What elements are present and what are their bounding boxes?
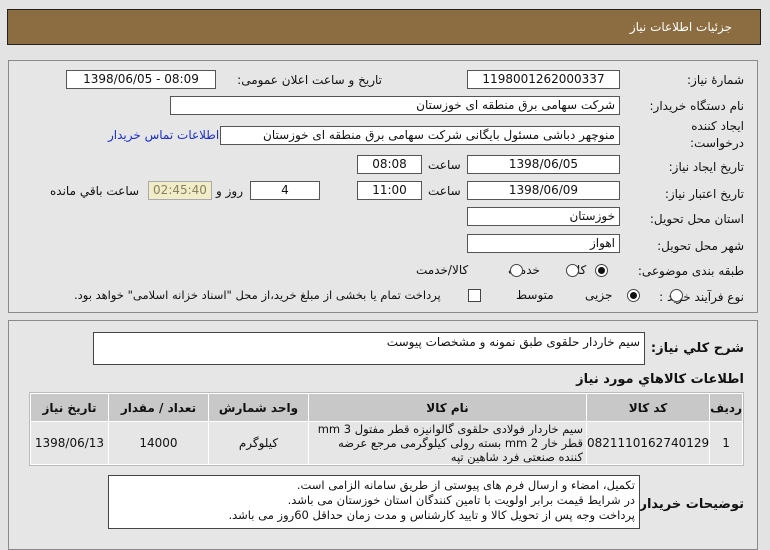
- cell-name: سیم خاردار فولادی حلقوی گالوانیزه قطر مف…: [307, 421, 587, 465]
- need-number-label: شمارهٔ نیاز:: [687, 73, 744, 87]
- days-label: روز و: [216, 184, 243, 198]
- remaining-time-field: 02:45:40: [148, 181, 212, 200]
- province-label: استان محل تحویل:: [649, 212, 744, 226]
- city-field: اهواز: [467, 234, 620, 253]
- created-date-field: 1398/06/05: [467, 155, 620, 174]
- valid-time-field: 11:00: [357, 181, 422, 200]
- valid-time-label: ساعت: [428, 184, 461, 198]
- col-unit: واحد شمارش: [207, 393, 309, 422]
- col-code: کد کالا: [585, 393, 711, 422]
- table-header-row: ردیف کد کالا نام کالا واحد شمارش تعداد /…: [30, 393, 743, 422]
- col-date: تاریخ نیاز: [30, 393, 109, 422]
- col-index: ردیف: [709, 393, 743, 422]
- cell-date: 1398/06/13: [30, 421, 109, 465]
- notes-label: توضیحات خریدار:: [634, 497, 744, 512]
- buyer-label: نام دستگاه خریدار:: [649, 99, 745, 113]
- notes-line: پرداخت وجه پس از تحویل کالا و تایید کارش…: [228, 508, 635, 522]
- created-time-label: ساعت: [428, 158, 461, 172]
- summary-field: سیم خاردار حلقوی طبق نمونه و مشخصات پیوس…: [93, 332, 645, 365]
- created-time-field: 08:08: [357, 155, 422, 174]
- cell-code: 0821110162740129: [585, 421, 711, 465]
- creator-label-line: درخواست:: [690, 136, 744, 150]
- need-number-field: 1198001262000337: [467, 70, 620, 89]
- process-medium-label: متوسط: [516, 288, 554, 302]
- creator-label: ایجاد کننده درخواست:: [690, 118, 744, 152]
- table-row: 1 0821110162740129 سیم خاردار فولادی حلق…: [30, 421, 743, 465]
- cell-index: 1: [709, 421, 743, 465]
- buyer-field: شرکت سهامی برق منطقه ای خوزستان: [170, 96, 620, 115]
- notes-field: تکمیل، امضاء و ارسال فرم های پیوستی از ط…: [108, 475, 640, 529]
- province-field: خوزستان: [467, 207, 620, 226]
- valid-date-field: 1398/06/09: [467, 181, 620, 200]
- notes-line: در شرایط قیمت برابر اولویت با تامین کنند…: [287, 493, 635, 507]
- summary-label: شرح کلي نياز:: [650, 341, 744, 356]
- remaining-label: ساعت باقي مانده: [50, 184, 140, 198]
- category-service-radio[interactable]: [565, 264, 579, 277]
- buyer-contact-link[interactable]: اطلاعات تماس خریدار: [108, 128, 220, 142]
- notes-line: تکمیل، امضاء و ارسال فرم های پیوستی از ط…: [296, 478, 635, 492]
- category-goods-radio[interactable]: [595, 264, 608, 277]
- days-field: 4: [250, 181, 320, 200]
- cell-qty: 14000: [107, 421, 209, 465]
- page-title: جزئیات اطلاعات نیاز: [629, 20, 732, 34]
- creator-field: منوچهر دباشی مسئول بایگانی شرکت سهامی بر…: [220, 126, 620, 145]
- category-both-radio[interactable]: [509, 264, 523, 277]
- announce-field: 1398/06/05 - 08:09: [66, 70, 216, 89]
- valid-date-label: تاریخ اعتبار نیاز:: [664, 187, 744, 201]
- process-small-radio[interactable]: [670, 289, 684, 302]
- process-medium-radio[interactable]: [627, 289, 641, 302]
- creator-label-line: ایجاد کننده: [691, 119, 744, 133]
- payment-note: پرداخت تمام یا بخشی از مبلغ خرید،از محل …: [74, 288, 441, 302]
- cell-unit: کیلوگرم: [207, 421, 309, 465]
- city-label: شهر محل تحویل:: [657, 239, 744, 253]
- goods-table: ردیف کد کالا نام کالا واحد شمارش تعداد /…: [29, 392, 744, 466]
- page-header: جزئیات اطلاعات نیاز: [7, 9, 761, 45]
- process-small-label: جزیی: [585, 288, 613, 302]
- payment-checkbox[interactable]: [468, 289, 481, 302]
- category-label: طبقه بندی موضوعی:: [637, 264, 744, 278]
- created-date-label: تاریخ ایجاد نیاز:: [668, 160, 744, 174]
- announce-label: تاریخ و ساعت اعلان عمومی:: [237, 73, 382, 87]
- col-name: نام کالا: [307, 393, 587, 422]
- col-qty: تعداد / مقدار: [107, 393, 209, 422]
- category-both-label: کالا/خدمت: [416, 263, 469, 277]
- goods-title: اطلاعات کالاهاي مورد نياز: [576, 372, 744, 387]
